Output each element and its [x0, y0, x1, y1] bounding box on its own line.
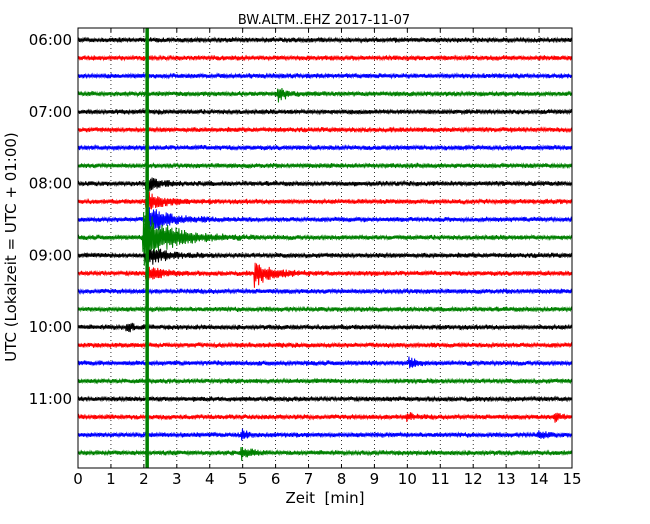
x-tick-label: 7: [304, 470, 314, 488]
x-tick-label: 1: [106, 470, 116, 488]
trace-1045: [77, 377, 573, 385]
trace-1030: [77, 356, 573, 369]
x-tick-label: 15: [562, 470, 581, 488]
x-tick-label: 11: [431, 470, 450, 488]
y-tick-label: 07:00: [29, 103, 72, 121]
x-tick-label: 0: [73, 470, 83, 488]
trace-1130: [77, 428, 573, 441]
x-tick-label: 9: [370, 470, 380, 488]
trace-0815: [77, 191, 573, 210]
x-tick-label: 10: [398, 470, 417, 488]
trace-0900: [77, 247, 573, 265]
chart-title: BW.ALTM..EHZ 2017-11-07: [238, 13, 410, 28]
trace-0930: [77, 287, 573, 295]
trace-0745: [77, 162, 573, 170]
x-tick-label: 3: [172, 470, 182, 488]
trace-1115: [77, 412, 573, 423]
y-axis-label: UTC (Lokalzeit = UTC + 01:00): [2, 132, 20, 362]
x-tick-label: 6: [271, 470, 281, 488]
x-tick-label: 5: [238, 470, 248, 488]
x-tick-label: 14: [530, 470, 549, 488]
x-tick-label: 4: [205, 470, 215, 488]
y-tick-label: 10:00: [29, 318, 72, 336]
grid-lines: [110, 28, 540, 468]
y-tick-label: 08:00: [29, 175, 72, 193]
trace-0830: [77, 204, 573, 232]
trace-0915: [77, 262, 573, 288]
trace-0945: [77, 305, 573, 313]
x-tick-label: 12: [464, 470, 483, 488]
y-tick-label: 09:00: [29, 246, 72, 264]
y-tick-label: 11:00: [29, 390, 72, 408]
trace-1145: [77, 446, 573, 461]
trace-0645: [77, 88, 573, 103]
trace-0615: [77, 54, 573, 62]
trace-1100: [77, 395, 573, 403]
x-axis-ticks: 0 1 2 3 4 5 6 7 8 9 10 11 12 13 14 15: [73, 28, 582, 488]
trace-1015: [77, 341, 573, 349]
trace-0845: [77, 212, 573, 266]
seismic-traces: [77, 36, 573, 461]
trace-0730: [77, 143, 573, 152]
y-axis-ticks: 06:00 07:00 08:00 09:00 10:00 11:00: [29, 31, 572, 408]
trace-0715: [77, 126, 573, 134]
trace-0630: [77, 72, 573, 80]
trace-0700: [77, 108, 573, 116]
y-tick-label: 06:00: [29, 31, 72, 49]
x-tick-label: 2: [139, 470, 149, 488]
x-tick-label: 13: [497, 470, 516, 488]
trace-0600: [77, 36, 573, 44]
x-tick-label: 8: [337, 470, 347, 488]
x-axis-label: Zeit [min]: [285, 489, 364, 507]
trace-0800: [77, 175, 573, 192]
trace-1000: [77, 322, 573, 333]
plot-frame: [77, 27, 573, 469]
